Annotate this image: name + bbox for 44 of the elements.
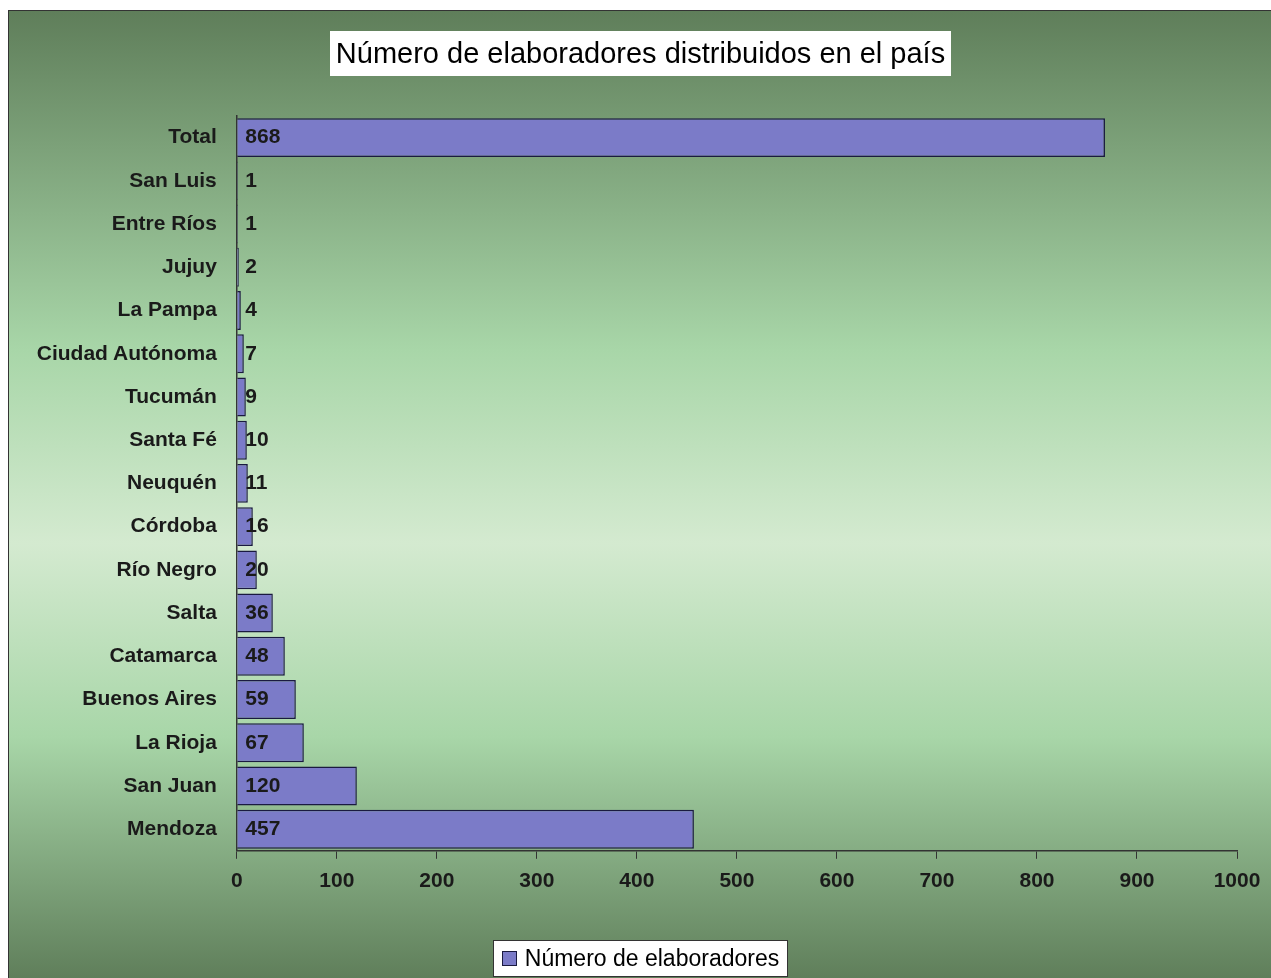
data-label: 2 [245,254,257,278]
y-tick-label: Salta [166,599,218,623]
y-tick-label: Entre Ríos [111,210,217,234]
text: Número de elaboradores [524,945,780,972]
data-label: 67 [245,729,269,753]
data-label: 20 [245,556,269,580]
y-tick-label: Catamarca [109,643,218,667]
data-label: 868 [245,124,281,148]
y-tick-label: Ciudad Autónoma [36,340,218,364]
y-tick-label: La Rioja [135,729,218,753]
x-tick-label: 700 [919,868,955,892]
x-tick-label: 500 [719,868,755,892]
data-label: 7 [245,340,257,364]
data-label: 1 [245,167,258,191]
y-tick-label: Córdoba [130,513,218,537]
data-label: 457 [245,815,281,839]
x-tick-label: 400 [619,868,655,892]
y-tick-label: Neuquén [126,470,217,494]
x-tick-label: 100 [319,868,355,892]
chart-title: Número de elaboradores distribuidos en el país [329,31,952,76]
y-tick-label: La Pampa [117,297,218,321]
y-tick-label: San Luis [129,167,217,191]
data-label: 1 [245,210,258,234]
x-tick-label: 600 [819,868,855,892]
data-label: 9 [245,383,257,407]
y-tick-label: Buenos Aires [82,686,217,710]
x-tick-label: 0 [230,868,243,892]
x-tick-label: 800 [1019,868,1055,892]
data-label: 48 [245,643,269,667]
x-tick-label: 300 [519,868,555,892]
x-tick-label: 200 [419,868,455,892]
data-label: 59 [245,686,269,710]
data-label: 36 [245,599,269,623]
data-label: 120 [245,772,281,796]
y-tick-label: Mendoza [126,815,218,839]
y-tick-label: Río Negro [116,556,217,580]
x-tick-label: 1000 [1213,868,1261,892]
y-tick-label: Jujuy [161,254,218,278]
data-label: 4 [245,297,258,321]
y-tick-label: San Juan [123,772,217,796]
y-tick-label: Total [168,124,217,148]
y-tick-label: Santa Fé [129,426,217,450]
x-tick-label: 900 [1119,868,1155,892]
y-tick-label: Tucumán [125,383,217,407]
